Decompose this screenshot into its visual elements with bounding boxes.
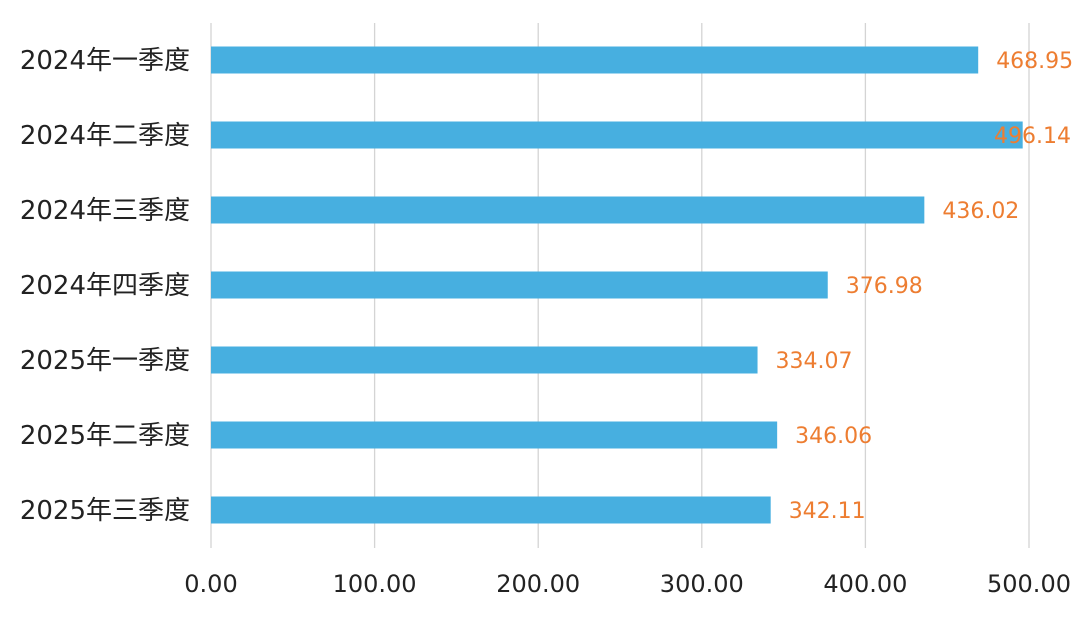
data-label: 496.14 <box>994 124 1071 149</box>
data-label: 334.07 <box>776 349 853 374</box>
category-label: 2025年三季度 <box>20 496 190 526</box>
x-tick-label: 0.00 <box>184 570 237 598</box>
x-tick-label: 300.00 <box>660 570 744 598</box>
data-label: 346.06 <box>795 424 872 449</box>
category-label: 2025年一季度 <box>20 346 190 376</box>
x-tick-label: 500.00 <box>987 570 1071 598</box>
x-tick-label: 200.00 <box>496 570 580 598</box>
category-label: 2024年四季度 <box>20 271 190 301</box>
category-label: 2024年三季度 <box>20 196 190 226</box>
bars <box>211 46 1023 524</box>
x-axis-tick-labels: 0.00 100.00 200.00 300.00 400.00 500.00 <box>184 570 1071 598</box>
category-label: 2024年二季度 <box>20 121 190 151</box>
bar <box>211 271 828 299</box>
category-label: 2024年一季度 <box>20 46 190 76</box>
data-label: 376.98 <box>846 274 923 299</box>
data-label: 436.02 <box>942 199 1019 224</box>
bar <box>211 46 979 74</box>
data-labels: 468.95 496.14 436.02 376.98 334.07 346.06 342.… <box>776 49 1074 524</box>
category-labels: 2024年一季度 2024年二季度 2024年三季度 2024年四季度 2025年一季度… <box>20 46 190 526</box>
bar <box>211 496 771 524</box>
data-label: 468.95 <box>996 49 1073 74</box>
x-tick-label: 100.00 <box>333 570 417 598</box>
bar <box>211 121 1023 149</box>
bar <box>211 421 778 449</box>
bar <box>211 346 758 374</box>
category-label: 2025年二季度 <box>20 421 190 451</box>
x-tick-label: 400.00 <box>823 570 907 598</box>
data-label: 342.11 <box>789 499 866 524</box>
bar <box>211 196 925 224</box>
